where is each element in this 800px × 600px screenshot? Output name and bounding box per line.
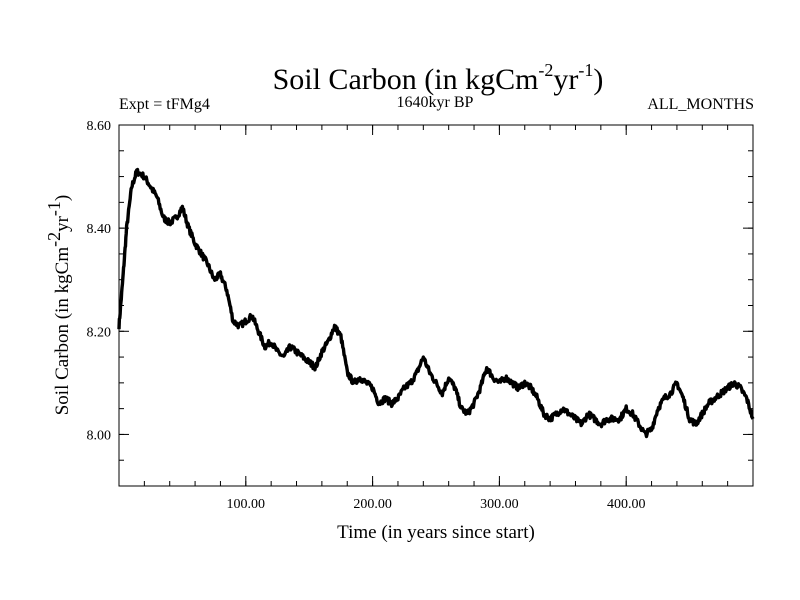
period-label: 1640kyr BP <box>397 94 474 111</box>
chart-title-main: Soil Carbon (in kgCm <box>273 63 539 96</box>
y-tick-label: 8.20 <box>87 325 112 340</box>
months-label: ALL_MONTHS <box>647 96 754 113</box>
plot-frame <box>118 124 754 487</box>
experiment-label: Expt = tFMg4 <box>119 96 210 113</box>
chart-title: Soil Carbon (in kgCm-2yr-1) <box>273 60 604 96</box>
y-axis-label: Soil Carbon (in kgCm-2yr-1) <box>44 195 73 416</box>
x-axis-ticks: 100.00 200.00 300.00 400.00 <box>143 125 729 512</box>
chart-title-exponent-2: -1 <box>578 60 593 80</box>
y-axis-label-exponent-1: -2 <box>44 232 64 247</box>
y-axis-label-exponent-2: -1 <box>44 201 64 216</box>
y-axis-label-unit: yr <box>52 215 73 232</box>
chart-title-close: ) <box>593 63 603 96</box>
x-tick-label: 300.00 <box>480 497 519 512</box>
y-tick-label: 8.40 <box>87 222 112 237</box>
chart-title-exponent-1: -2 <box>538 60 553 80</box>
x-tick-label: 400.00 <box>607 497 646 512</box>
x-tick-label: 200.00 <box>353 497 392 512</box>
x-tick-label: 100.00 <box>227 497 266 512</box>
y-tick-label: 8.00 <box>87 428 112 443</box>
soil-carbon-series-line <box>117 167 755 439</box>
y-tick-label: 8.60 <box>87 119 112 134</box>
y-axis-label-close: ) <box>52 195 73 201</box>
y-axis-label-main: Soil Carbon (in kgCm <box>52 247 73 416</box>
chart-title-unit: yr <box>553 63 578 96</box>
x-axis-label: Time (in years since start) <box>337 522 535 543</box>
y-axis-ticks: 8.00 8.20 8.40 8.60 <box>87 119 753 461</box>
